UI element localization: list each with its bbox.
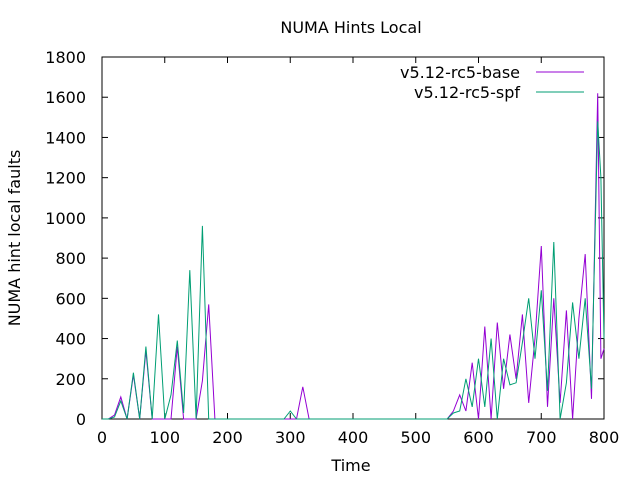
x-axis-label: Time — [330, 456, 370, 475]
plot-frame — [101, 56, 605, 420]
legend-label: v5.12-rc5-base — [400, 63, 520, 82]
x-tick-label: 700 — [526, 428, 557, 447]
x-tick-label: 600 — [463, 428, 494, 447]
y-tick-label: 1400 — [45, 128, 86, 147]
x-tick-label: 300 — [275, 428, 306, 447]
x-tick-label: 0 — [97, 428, 107, 447]
x-tick-label: 800 — [589, 428, 620, 447]
x-tick-label: 500 — [400, 428, 431, 447]
y-tick-label: 400 — [55, 330, 86, 349]
series-line-1 — [102, 93, 605, 420]
y-tick-label: 200 — [55, 370, 86, 389]
y-tick-label: 1600 — [45, 88, 86, 107]
legend-label: v5.12-rc5-spf — [414, 83, 520, 102]
y-tick-label: 1000 — [45, 209, 86, 228]
y-axis: 0 200 400 600 800 1000 1200 1400 1600 1800 — [45, 48, 604, 429]
series-line-2 — [102, 121, 605, 420]
y-tick-label: 0 — [76, 410, 86, 429]
y-axis-label: NUMA hint local faults — [5, 150, 24, 327]
x-tick-label: 200 — [212, 428, 243, 447]
y-tick-label: 1200 — [45, 169, 86, 188]
x-tick-label: 400 — [338, 428, 369, 447]
chart-title: NUMA Hints Local — [280, 18, 421, 37]
y-tick-label: 800 — [55, 249, 86, 268]
y-tick-label: 600 — [55, 289, 86, 308]
x-tick-label: 100 — [149, 428, 180, 447]
series-lines — [102, 93, 605, 420]
y-tick-label: 1800 — [45, 48, 86, 67]
